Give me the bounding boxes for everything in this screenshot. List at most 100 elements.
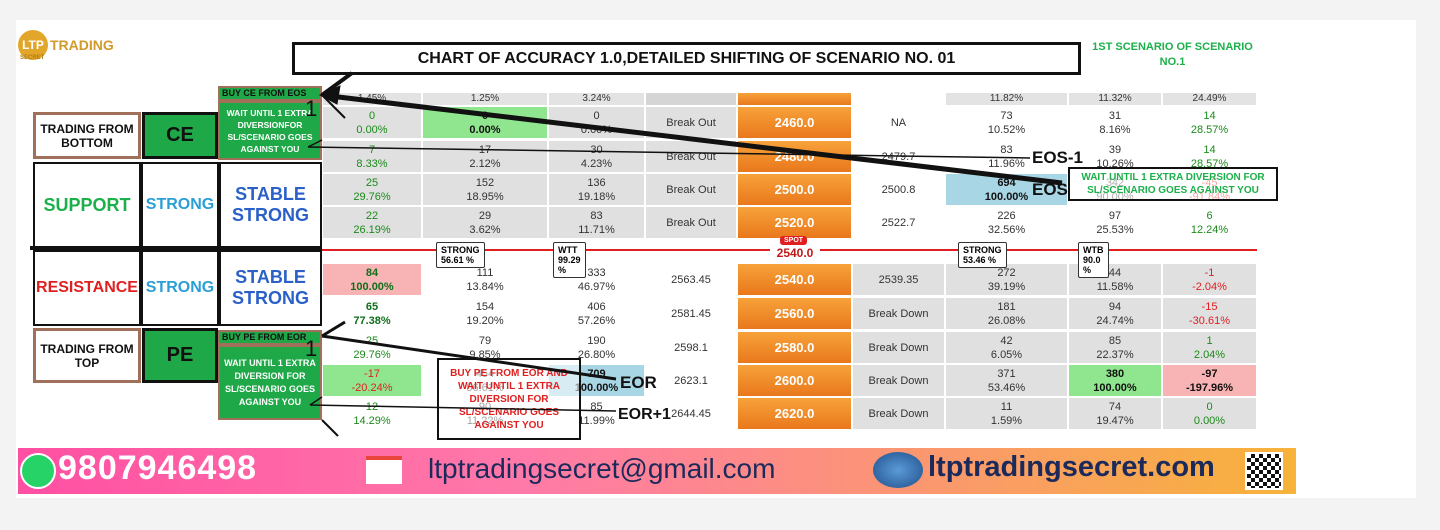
cell: 1.25% — [422, 92, 548, 106]
cell-text: 30 — [590, 143, 603, 156]
cell-text: 1.59% — [990, 414, 1023, 427]
cell: 136 19.18% — [548, 173, 645, 206]
cell-text: 19.47% — [1096, 414, 1134, 427]
title: CHART OF ACCURACY 1.0,DETAILED SHIFTING … — [292, 42, 1081, 75]
strike-price: 2460.0 — [774, 114, 815, 130]
cell-text: 2644.45 — [671, 407, 711, 420]
strike-price: 2600.0 — [774, 372, 815, 388]
cell: 24.49% — [1162, 92, 1257, 106]
cell-text: 18.95% — [466, 190, 504, 203]
cell-text: Break Out — [666, 116, 716, 129]
pill: STRONG 56.61 % — [436, 242, 485, 268]
cell-text: 7 — [368, 143, 376, 156]
cell: 29 3.62% — [422, 206, 548, 239]
cell: 97 25.53% — [1068, 206, 1162, 239]
arrow — [307, 139, 323, 148]
cell-text: 0 — [593, 109, 600, 122]
cell: 111 13.84% — [422, 263, 548, 296]
strike-price: 2500.0 — [774, 181, 815, 197]
cell-text: 226 — [997, 209, 1016, 222]
cell-text: 2598.1 — [674, 341, 708, 354]
wait-ce: WAIT UNTIL 1 EXTRA DIVERSIONFOR SL/SCENA… — [218, 101, 322, 160]
arrow — [309, 404, 617, 412]
cell-text: 22 — [365, 209, 379, 222]
cell: 2539.35 — [852, 263, 945, 296]
cell-text: 3.62% — [469, 223, 501, 236]
cell: 2522.7 — [852, 206, 945, 239]
cell-text: 100.00% — [350, 280, 394, 293]
cell-text: 97 — [1108, 209, 1122, 222]
cell-text: Break Down — [868, 374, 929, 387]
cell: 11.32% — [1068, 92, 1162, 106]
cell-text: 24.74% — [1096, 314, 1134, 327]
arrow — [309, 396, 323, 406]
cell-text: 2563.45 — [671, 273, 711, 286]
cell-text: 11.71% — [578, 223, 615, 236]
wait-note: WAIT UNTIL 1 EXTRA DIVERSION FOR SL/SCEN… — [1068, 167, 1278, 201]
cell-text: 28.57% — [1190, 123, 1229, 136]
cell-text: 44 — [1108, 266, 1122, 279]
cell-text: 83 — [1000, 143, 1013, 156]
cell — [852, 92, 945, 106]
cell-text: 4.23% — [580, 157, 613, 170]
cell-text: 57.26% — [577, 314, 616, 327]
cell-text: 28.57% — [1190, 157, 1229, 170]
cell: Break Out — [645, 106, 737, 139]
cell: Break Down — [852, 331, 945, 364]
cell-text: 29.76% — [353, 190, 391, 203]
cell: 226 32.56% — [945, 206, 1068, 239]
cell-text: 31 — [1108, 109, 1122, 122]
strike-cell: 2560.0 — [737, 297, 852, 330]
cell-text: 1 — [1206, 334, 1213, 347]
cell-text: 0 — [1206, 400, 1213, 413]
footer-banner — [18, 448, 1296, 494]
pill: WTB 90.0 % — [1078, 242, 1109, 278]
cell: 2644.45 — [645, 397, 737, 430]
cell-text: -17 — [364, 367, 380, 380]
cell-text: -2.04% — [1192, 280, 1227, 293]
cell: -17 -20.24% — [322, 364, 422, 397]
cell-text: Break Down — [868, 341, 929, 354]
cell: 94 24.74% — [1068, 297, 1162, 330]
spot-badge: SPOT — [780, 236, 808, 245]
cell-text: 11 — [1000, 400, 1013, 413]
step-number: 1 — [305, 336, 318, 361]
arrow — [321, 419, 339, 437]
cell: 42 6.05% — [945, 331, 1068, 364]
cell-text: 152 — [475, 176, 495, 189]
cell: 30 4.23% — [548, 140, 645, 173]
strike-cell: 2520.0 — [737, 206, 852, 239]
cell-text: 19.20% — [466, 314, 504, 327]
cell-text: -15 — [1201, 300, 1218, 313]
pill: STRONG 53.46 % — [958, 242, 1007, 268]
cell-text: 46.97% — [577, 280, 616, 293]
cell: 2598.1 — [645, 331, 737, 364]
cell-text: 11.58% — [1096, 280, 1134, 293]
wait-pe: WAIT UNTIL 1 EXTRA DIVERSION FOR SL/SCEN… — [218, 345, 322, 420]
cell-text: 100.00% — [1093, 381, 1137, 394]
cell: 2563.45 — [645, 263, 737, 296]
strike-cell: 2580.0 — [737, 331, 852, 364]
pe-label: PE — [142, 328, 218, 383]
cell-text: 333 — [587, 266, 606, 279]
qr-code — [1245, 452, 1283, 490]
strike-price: 2520.0 — [774, 214, 815, 230]
cell-text: 2.04% — [1193, 348, 1226, 361]
cell-text: 14 — [1203, 109, 1216, 122]
cell-text: -30.61% — [1189, 314, 1230, 327]
scenario-note: 1ST SCENARIO OF SCENARIO NO.1 — [1092, 41, 1253, 68]
pill: WTT 99.29 % — [553, 242, 586, 278]
cell: -15 -30.61% — [1162, 297, 1257, 330]
ce-label: CE — [142, 112, 218, 159]
cell-text: 2539.35 — [878, 273, 919, 286]
cell-text: 65 — [365, 300, 379, 313]
arrow — [329, 93, 1063, 186]
arrow — [320, 71, 354, 97]
cell-text: NA — [890, 116, 907, 129]
cell-text: 380 — [1105, 367, 1125, 380]
cell-text: 0.00% — [469, 123, 501, 136]
eor-1: EOR+1 — [618, 406, 671, 423]
cell-text: 26.08% — [987, 314, 1026, 327]
